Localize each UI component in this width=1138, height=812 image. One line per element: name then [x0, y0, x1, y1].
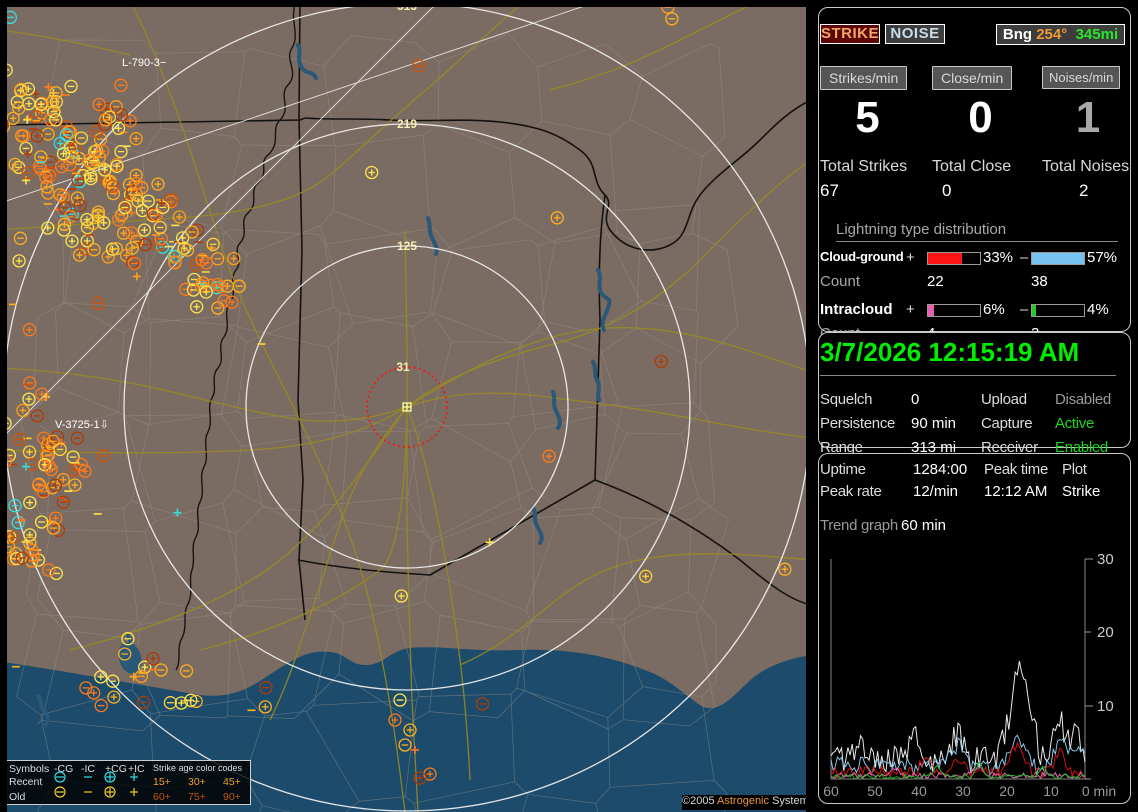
svg-text:20: 20: [999, 783, 1015, 799]
svg-text:30: 30: [955, 783, 971, 799]
svg-text:125: 125: [397, 239, 417, 253]
svg-text:31: 31: [396, 360, 410, 374]
svg-text:L-790-3−: L-790-3−: [122, 57, 166, 69]
svg-text:V-3725-1⇩: V-3725-1⇩: [55, 419, 109, 431]
svg-text:0 min: 0 min: [1082, 783, 1116, 799]
svg-text:40: 40: [911, 783, 927, 799]
svg-text:10: 10: [1097, 698, 1114, 715]
svg-text:20: 20: [1097, 624, 1114, 641]
svg-text:30: 30: [1097, 551, 1114, 568]
svg-text:60: 60: [823, 783, 839, 799]
svg-text:50: 50: [867, 783, 883, 799]
svg-text:10: 10: [1043, 783, 1059, 799]
svg-text:313: 313: [397, 0, 417, 13]
svg-text:219: 219: [397, 117, 417, 131]
